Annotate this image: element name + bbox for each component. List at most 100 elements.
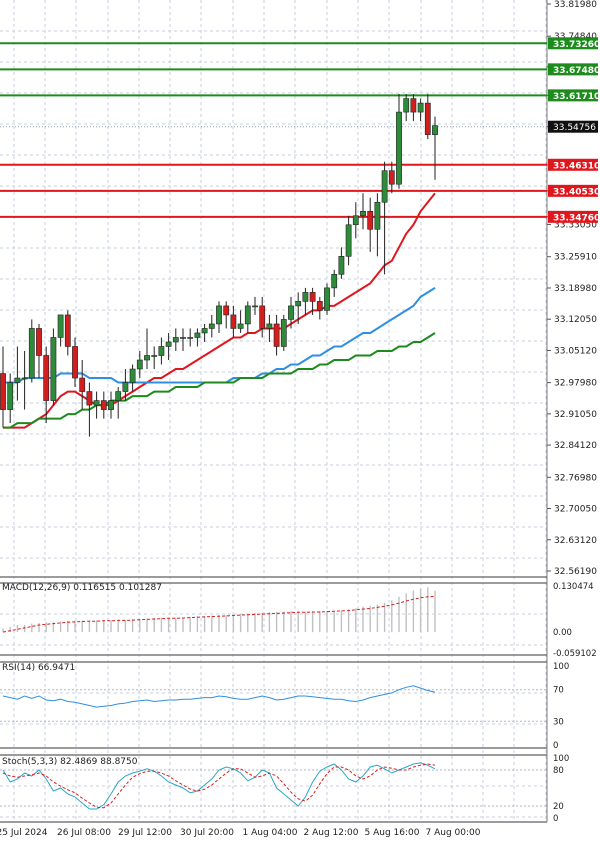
candle-body-up bbox=[295, 301, 302, 307]
candle-body-down bbox=[86, 391, 93, 406]
price-tick-label: 32.56190 bbox=[554, 567, 597, 577]
candle-body-up bbox=[187, 337, 194, 339]
candle-body-up bbox=[158, 346, 165, 356]
candle-body-down bbox=[64, 314, 71, 347]
stoch-tick-label: 100 bbox=[553, 754, 569, 764]
candle-body-up bbox=[374, 201, 381, 230]
time-label: 25 Jul 2024 bbox=[0, 828, 48, 838]
support-level-label: 33.40530 bbox=[553, 187, 600, 197]
resistance-level-label: 33.67480 bbox=[553, 66, 600, 76]
resistance-level-badge bbox=[548, 63, 598, 76]
candle-body-down bbox=[424, 102, 431, 135]
rsi-tick-label: 30 bbox=[553, 717, 564, 727]
candle-body-down bbox=[410, 98, 417, 113]
candle-body-up bbox=[381, 170, 388, 203]
candle-body-down bbox=[100, 400, 107, 410]
macd-tick-label: 0.130474 bbox=[553, 582, 594, 592]
candle-body-up bbox=[21, 377, 28, 380]
candle-body-down bbox=[259, 305, 266, 329]
candle-body-up bbox=[403, 98, 410, 113]
candle-body-up bbox=[396, 111, 402, 185]
candle-body-up bbox=[338, 256, 345, 275]
candle-body-up bbox=[432, 125, 438, 135]
time-label: 5 Aug 16:00 bbox=[365, 828, 420, 838]
rsi-title: RSI(14) 66.9471 bbox=[2, 663, 75, 673]
rsi-panel bbox=[0, 685, 547, 722]
support-level-label: 33.34760 bbox=[553, 213, 600, 223]
candle-body-up bbox=[302, 292, 309, 302]
candle-body-down bbox=[388, 170, 395, 185]
candle-body-down bbox=[79, 377, 86, 392]
stoch-title: Stoch(5,3,3) 82.4869 88.8750 bbox=[2, 757, 138, 767]
time-label: 29 Jul 12:00 bbox=[118, 828, 172, 838]
price-panel bbox=[0, 42, 547, 437]
price-tick-label: 32.70050 bbox=[554, 505, 597, 515]
current-price-badge bbox=[548, 120, 598, 133]
moving-average-line bbox=[3, 192, 436, 429]
candle-body-up bbox=[345, 224, 352, 257]
candle-body-up bbox=[14, 377, 21, 383]
price-tick-label: 32.97980 bbox=[554, 379, 597, 389]
candle-body-down bbox=[43, 355, 50, 401]
rsi-tick-label: 100 bbox=[553, 662, 569, 672]
resistance-level-label: 33.73260 bbox=[553, 40, 600, 50]
candle-body-up bbox=[151, 355, 158, 357]
support-level-badge bbox=[548, 184, 598, 197]
stoch-tick-label: 0 bbox=[553, 814, 558, 824]
grid bbox=[0, 0, 548, 823]
resistance-level-badge bbox=[548, 37, 598, 50]
price-tick-label: 33.25910 bbox=[554, 253, 597, 263]
candle-body-down bbox=[273, 323, 280, 347]
moving-average-line bbox=[3, 332, 436, 429]
price-tick-label: 32.76980 bbox=[554, 473, 597, 483]
stoch-panel bbox=[0, 762, 547, 810]
rsi-tick-label: 70 bbox=[553, 686, 564, 696]
candle-body-up bbox=[50, 337, 57, 401]
candle-body-up bbox=[129, 368, 136, 383]
candle-body-up bbox=[252, 305, 258, 308]
candle-body-up bbox=[180, 337, 186, 339]
current-price-label: 33.54756 bbox=[553, 123, 596, 133]
macd-title: MACD(12,26,9) 0.116515 0.101287 bbox=[2, 583, 162, 593]
time-label: 2 Aug 12:00 bbox=[304, 828, 359, 838]
macd-tick-label: -0.059102 bbox=[553, 649, 597, 659]
candle-body-up bbox=[237, 323, 244, 329]
candle-body-up bbox=[144, 355, 150, 361]
candle-body-up bbox=[108, 400, 114, 410]
price-tick-label: 32.91050 bbox=[554, 410, 597, 420]
macd-panel bbox=[2, 587, 436, 633]
candle-body-up bbox=[165, 341, 172, 347]
price-tick-label: 32.63120 bbox=[554, 536, 597, 546]
candle-body-up bbox=[208, 323, 215, 329]
candle-body-up bbox=[280, 319, 287, 347]
candle-body-up bbox=[172, 337, 179, 343]
price-tick-label: 33.33050 bbox=[554, 221, 597, 231]
candle-body-down bbox=[316, 301, 323, 311]
rsi-tick-label: 0 bbox=[553, 741, 558, 751]
candle-body-up bbox=[244, 305, 251, 325]
candle-body-down bbox=[230, 314, 237, 329]
candle-body-down bbox=[367, 210, 374, 230]
candle-body-up bbox=[7, 382, 14, 410]
candle-body-up bbox=[266, 323, 273, 329]
candle-body-up bbox=[360, 210, 366, 217]
candle-body-up bbox=[136, 359, 143, 370]
candle-body-up bbox=[194, 332, 201, 338]
time-label: 30 Jul 20:00 bbox=[180, 828, 234, 838]
stoch-tick-label: 80 bbox=[553, 766, 564, 776]
stoch-signal-line bbox=[2, 763, 436, 809]
candle-body-up bbox=[216, 305, 222, 325]
macd-tick-label: 0.00 bbox=[553, 628, 572, 638]
candle-body-up bbox=[352, 215, 359, 226]
candle-body-down bbox=[72, 346, 78, 379]
price-tick-label: 33.81980 bbox=[554, 0, 597, 10]
candle-body-up bbox=[324, 287, 330, 311]
stoch-main-line bbox=[2, 762, 436, 810]
candle-body-down bbox=[36, 328, 42, 356]
candle-body-down bbox=[223, 305, 230, 316]
resistance-level-badge bbox=[548, 89, 598, 102]
rsi-line bbox=[2, 685, 436, 708]
price-tick-label: 32.84120 bbox=[554, 441, 597, 451]
resistance-level-label: 33.61710 bbox=[553, 92, 600, 102]
